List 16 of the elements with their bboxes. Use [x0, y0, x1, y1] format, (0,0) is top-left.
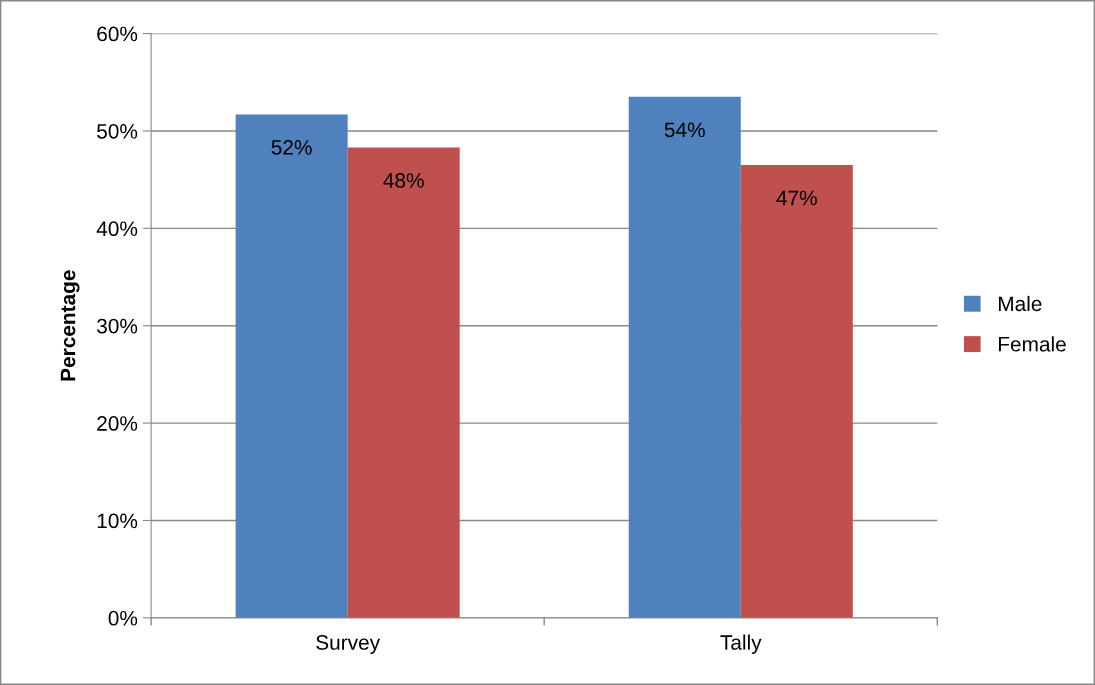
y-tick-label: 0%	[108, 610, 138, 626]
data-label: 48%	[383, 173, 424, 188]
y-tick-label: 30%	[97, 318, 138, 334]
legend-label: Male	[998, 295, 1042, 312]
y-tick-label: 50%	[97, 123, 138, 139]
data-label: 54%	[664, 122, 705, 138]
x-tick-label: Survey	[316, 635, 381, 654]
y-axis-title: Percentage	[60, 270, 80, 381]
y-tick-label: 10%	[97, 513, 138, 529]
legend-label: Female	[998, 336, 1066, 352]
data-label: 47%	[776, 190, 817, 206]
y-tick-label: 20%	[97, 416, 138, 431]
x-tick-label: Tally	[720, 634, 762, 654]
data-label: 52%	[271, 139, 312, 155]
y-tick-label: 40%	[96, 221, 138, 237]
y-tick-label: 60%	[97, 26, 138, 42]
